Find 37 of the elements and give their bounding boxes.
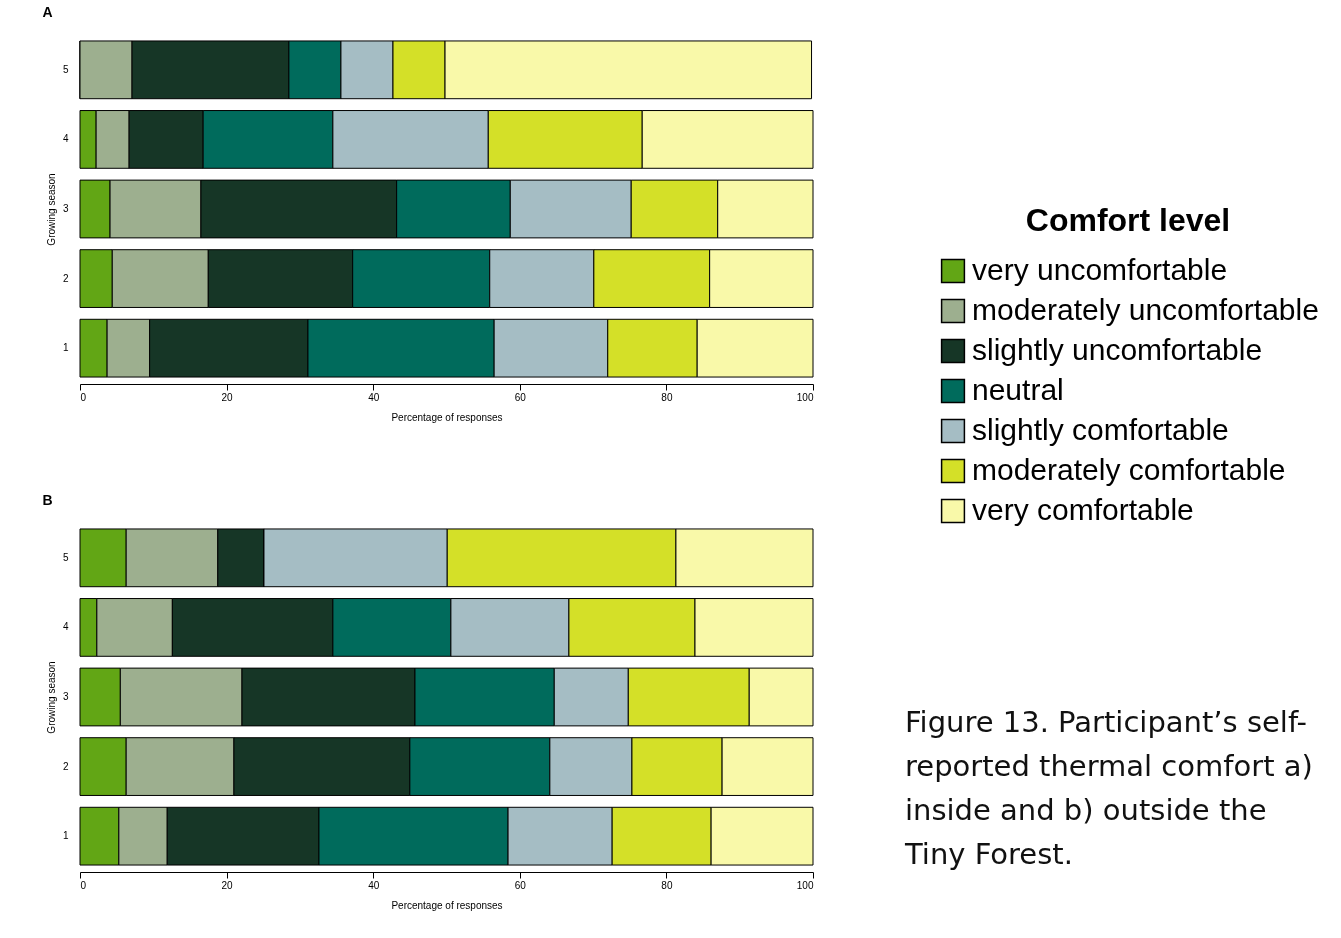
caption: Figure 13. Participant’s self-reported thermal comfort a) inside and b) outside the Tiny Forest. (905, 704, 1314, 873)
y-tick-label: 2 (62, 760, 69, 772)
x-tick-label: 40 (368, 391, 380, 403)
y-tick-label: 1 (62, 830, 69, 842)
y-tick-label: 5 (62, 551, 69, 563)
x-tick-label: 20 (221, 391, 234, 403)
legend-label: moderately uncomfortable (972, 293, 1319, 326)
legend-label: slightly comfortable (972, 413, 1229, 446)
legend-label: moderately comfortable (972, 453, 1286, 486)
x-tick-label: 100 (796, 391, 814, 403)
chart-title: B (42, 492, 53, 508)
x-tick-label: 80 (661, 391, 673, 403)
legend-label: slightly uncomfortable (972, 333, 1263, 366)
x-tick-label: 40 (368, 879, 380, 891)
y-tick-label: 1 (62, 342, 69, 354)
legend-title: Comfort level (1025, 202, 1231, 238)
legend-label: neutral (972, 373, 1064, 406)
y-tick-label: 4 (62, 621, 69, 633)
x-tick-label: 80 (661, 879, 673, 891)
legend-label: very comfortable (972, 493, 1194, 526)
y-tick-label: 4 (62, 133, 69, 145)
legend-label: very uncomfortable (972, 253, 1228, 286)
y-tick-label: 3 (62, 691, 69, 702)
x-axis-title: Percentage of responses (391, 899, 503, 911)
x-tick-label: 20 (221, 879, 234, 891)
x-tick-label: 60 (514, 391, 527, 403)
y-tick-label: 3 (62, 203, 69, 214)
x-tick-label: 0 (80, 879, 87, 891)
x-tick-label: 0 (80, 391, 87, 403)
y-axis-title: Growing season (45, 173, 57, 246)
x-tick-label: 60 (514, 879, 527, 891)
chart-title: A (42, 4, 53, 20)
x-axis-title: Percentage of responses (391, 411, 503, 423)
y-tick-label: 2 (62, 272, 69, 284)
y-tick-label: 5 (62, 63, 69, 75)
x-tick-label: 100 (796, 879, 814, 891)
y-axis-title: Growing season (45, 661, 57, 734)
